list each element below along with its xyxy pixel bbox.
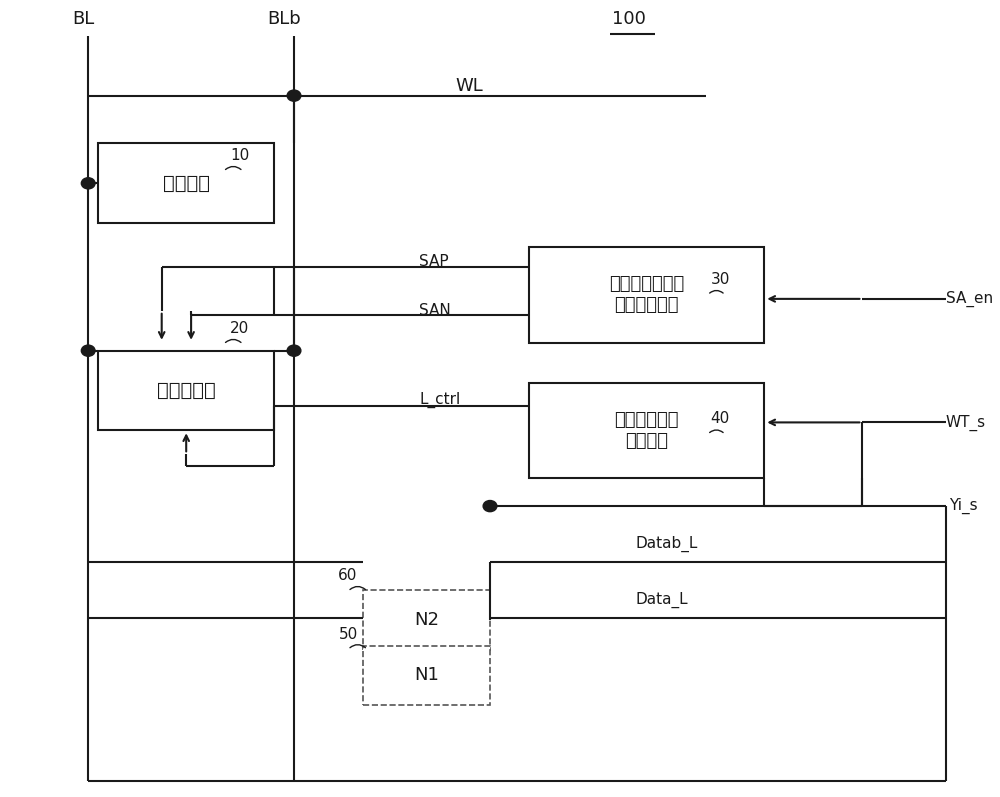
Text: 100: 100 (612, 10, 646, 28)
Text: 60: 60 (338, 568, 358, 583)
Text: N2: N2 (414, 611, 439, 629)
Text: BL: BL (72, 10, 94, 28)
Text: WL: WL (456, 77, 483, 95)
Circle shape (81, 345, 95, 356)
Circle shape (81, 178, 95, 189)
Text: SAN: SAN (419, 304, 451, 318)
Text: 存储单元: 存储单元 (163, 174, 210, 193)
Text: L_ctrl: L_ctrl (419, 392, 461, 408)
FancyBboxPatch shape (529, 247, 764, 343)
Text: N1: N1 (414, 666, 439, 685)
Text: Yi_s: Yi_s (949, 498, 977, 514)
Text: WT_s: WT_s (946, 414, 986, 430)
Text: Datab_L: Datab_L (635, 536, 697, 552)
Circle shape (483, 501, 497, 512)
FancyBboxPatch shape (363, 646, 490, 705)
Text: SA_en: SA_en (946, 291, 993, 307)
Circle shape (287, 90, 301, 101)
Circle shape (287, 345, 301, 356)
Text: Data_L: Data_L (635, 592, 688, 608)
FancyBboxPatch shape (529, 383, 764, 478)
Text: SAP: SAP (419, 254, 449, 269)
Text: 10: 10 (230, 148, 250, 163)
Text: 40: 40 (710, 411, 730, 426)
Text: BLb: BLb (267, 10, 301, 28)
Text: 感测放大器驱动
信号发生电路: 感测放大器驱动 信号发生电路 (609, 276, 684, 314)
Text: 感测放大器: 感测放大器 (157, 381, 216, 400)
Text: 锁存控制信号
发生电路: 锁存控制信号 发生电路 (615, 411, 679, 450)
Text: 50: 50 (338, 626, 358, 642)
FancyBboxPatch shape (98, 351, 274, 430)
Text: 30: 30 (710, 272, 730, 287)
FancyBboxPatch shape (98, 143, 274, 223)
FancyBboxPatch shape (363, 590, 490, 650)
Text: 20: 20 (230, 321, 250, 336)
